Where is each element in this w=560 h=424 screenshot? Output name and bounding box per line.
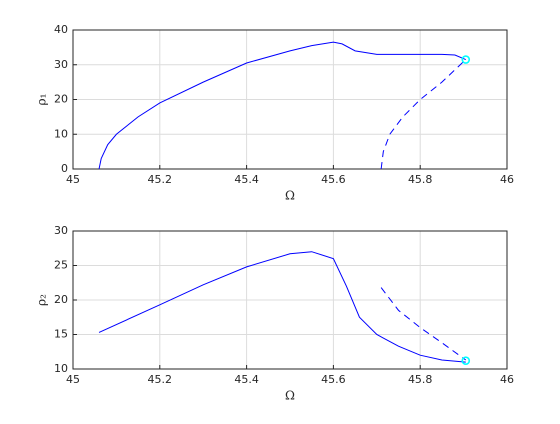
y-tick-label: 10 (54, 362, 68, 375)
y-tick-label: 30 (54, 224, 68, 237)
x-tick-label: 45.2 (148, 173, 173, 186)
x-tick-label: 46 (500, 373, 514, 386)
x-tick-label: 45.4 (234, 173, 259, 186)
x-tick-label: 45.8 (408, 173, 433, 186)
y-tick-label: 40 (54, 23, 68, 36)
x-tick-label: 46 (500, 173, 514, 186)
y-tick-label: 10 (54, 127, 68, 140)
axes-box (72, 29, 508, 170)
x-tick-label: 45.6 (321, 373, 346, 386)
y-axis-label: ρ₂ (35, 294, 49, 306)
y-tick-label: 25 (54, 259, 68, 272)
x-tick-label: 45.6 (321, 173, 346, 186)
curve (98, 41, 466, 170)
x-tick-label: 45.2 (148, 373, 173, 386)
y-tick-label: 0 (61, 162, 68, 175)
y-tick-label: 15 (54, 328, 68, 341)
y-tick-label: 20 (54, 293, 68, 306)
x-tick-label: 45 (66, 173, 80, 186)
marker (461, 356, 471, 366)
y-tick-label: 30 (54, 58, 68, 71)
y-axis-label: ρ₁ (35, 94, 49, 106)
x-tick-label: 45.4 (234, 373, 259, 386)
x-tick-label: 45 (66, 373, 80, 386)
marker (461, 55, 471, 64)
curve (380, 59, 467, 170)
axes-box (72, 230, 508, 370)
y-tick-label: 20 (54, 93, 68, 106)
curve (98, 251, 466, 363)
x-tick-label: 45.8 (408, 373, 433, 386)
x-axis-label: Ω (285, 189, 295, 203)
x-axis-label: Ω (285, 389, 295, 403)
